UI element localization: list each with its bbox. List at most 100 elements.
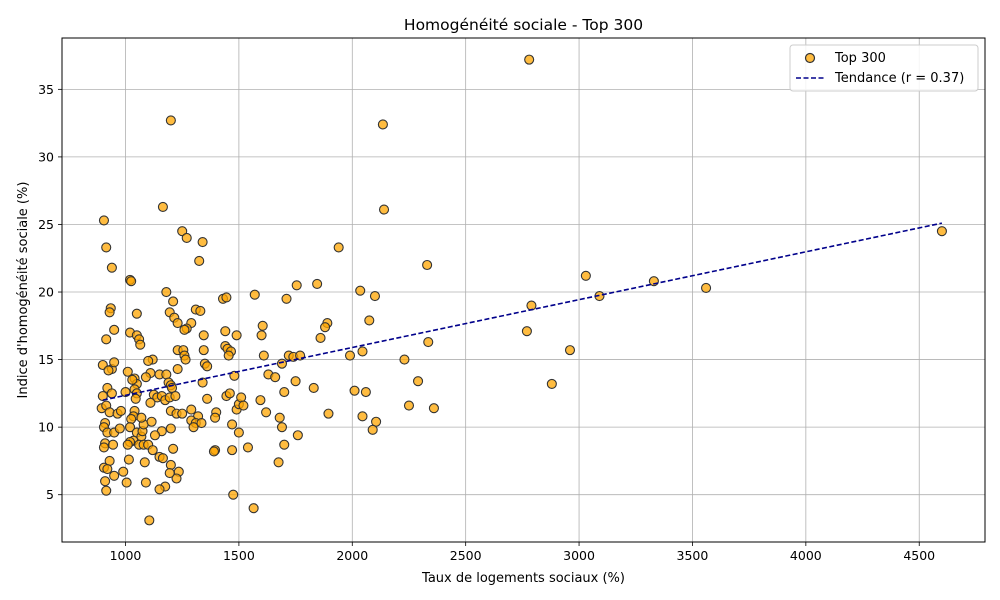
data-point: [194, 255, 205, 266]
data-point: [320, 322, 331, 333]
data-point: [165, 423, 176, 434]
data-point: [428, 403, 439, 414]
data-point: [238, 400, 249, 411]
data-point: [261, 407, 272, 418]
y-axis-title: Indice d'homogénéité sociale (%): [16, 182, 31, 399]
data-point: [279, 439, 290, 450]
x-axis-ticks: 1000 1500 2000 2500 3000 3500 4000 4500: [110, 542, 935, 563]
data-point: [210, 412, 221, 423]
data-point: [181, 232, 192, 244]
data-point: [140, 372, 151, 383]
data-point: [154, 484, 165, 495]
data-point: [136, 412, 147, 423]
data-point: [369, 291, 381, 302]
data-point: [202, 393, 213, 404]
data-point: [364, 315, 375, 326]
data-point: [344, 350, 356, 361]
x-tick-label: 4000: [790, 548, 822, 563]
data-point: [279, 386, 290, 398]
data-point: [106, 262, 117, 273]
data-point: [102, 463, 113, 475]
data-point: [349, 385, 360, 396]
data-point: [186, 404, 197, 415]
data-point: [292, 430, 303, 441]
data-point: [172, 318, 183, 329]
plot-frame: [61, 37, 986, 543]
data-point: [701, 282, 712, 294]
data-point: [126, 413, 137, 425]
data-point: [258, 350, 269, 361]
data-point: [198, 330, 209, 341]
data-point: [274, 412, 285, 423]
data-point: [357, 411, 368, 422]
y-tick-label: 5: [46, 487, 54, 502]
data-point: [145, 397, 156, 408]
data-point: [377, 119, 388, 130]
data-point: [357, 346, 368, 357]
data-point: [114, 423, 125, 434]
data-point: [224, 388, 235, 399]
y-tick-label: 35: [38, 82, 54, 97]
grid-lines: [62, 38, 985, 542]
data-point: [423, 336, 434, 348]
data-point: [257, 320, 268, 331]
x-tick-label: 2000: [336, 548, 368, 563]
data-point: [172, 363, 183, 375]
data-point: [227, 419, 238, 430]
data-point: [144, 515, 155, 526]
data-point: [196, 418, 207, 429]
data-point: [122, 439, 133, 450]
data-point: [131, 308, 142, 319]
data-point: [256, 330, 267, 341]
x-tick-label: 4500: [903, 548, 935, 563]
data-point: [147, 445, 158, 456]
data-point: [171, 473, 182, 484]
data-point: [355, 285, 366, 296]
x-tick-label: 2500: [450, 548, 482, 563]
data-point: [223, 350, 234, 361]
data-point: [109, 357, 120, 368]
x-axis-title: Taux de logements sociaux (%): [421, 571, 625, 586]
data-point: [179, 324, 190, 335]
y-tick-label: 15: [38, 352, 54, 367]
y-axis-ticks: 5 10 15 20 25 30 35: [38, 82, 62, 502]
data-point: [149, 430, 161, 441]
data-point: [103, 365, 114, 376]
data-point: [367, 424, 378, 435]
x-tick-label: 3500: [677, 548, 709, 563]
data-point: [580, 270, 591, 281]
data-point: [157, 453, 168, 464]
data-point: [233, 427, 244, 438]
data-point: [124, 422, 136, 433]
data-point: [291, 280, 302, 291]
legend-box: [789, 44, 979, 92]
data-point: [109, 324, 120, 335]
data-point: [146, 416, 157, 427]
data-point: [107, 439, 119, 450]
chart-title: Homogénéité sociale - Top 300: [404, 16, 643, 34]
data-point: [157, 201, 168, 212]
data-point: [130, 393, 141, 404]
data-point: [290, 376, 301, 387]
data-point: [98, 215, 110, 226]
data-point: [177, 226, 188, 237]
data-point: [139, 457, 150, 468]
data-point: [315, 332, 326, 344]
data-point: [221, 292, 232, 303]
data-point: [195, 305, 206, 316]
y-tick-label: 10: [38, 420, 54, 435]
y-tick-label: 30: [38, 149, 54, 164]
data-point: [227, 445, 238, 456]
data-point: [255, 395, 266, 406]
data-point: [281, 293, 292, 304]
data-point: [564, 345, 576, 356]
data-point: [122, 366, 133, 377]
data-point: [202, 361, 213, 372]
data-point: [177, 408, 188, 419]
y-tick-label: 25: [38, 217, 54, 232]
data-point: [118, 466, 129, 477]
data-point: [170, 391, 181, 402]
data-point: [101, 485, 112, 496]
data-point: [168, 296, 179, 307]
x-tick-label: 3000: [563, 548, 595, 563]
